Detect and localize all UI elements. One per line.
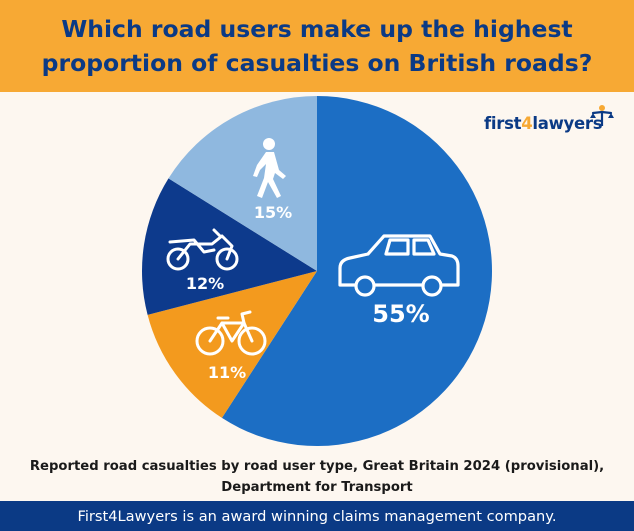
pie-slice-bicycle [147, 271, 317, 418]
logo-part-lawyers: lawyers [532, 114, 603, 133]
footer-text: First4Lawyers is an award winning claims… [77, 507, 557, 525]
pie-slice-pedestrian [168, 95, 317, 271]
pedestrian-icon [253, 138, 286, 198]
scales-of-justice-icon [590, 105, 614, 126]
data-label-bicycle: 11% [208, 363, 246, 382]
logo-part-four: 4 [521, 114, 533, 133]
data-label-pedestrian: 15% [254, 203, 292, 222]
first4lawyers-logo: first4lawyers [484, 104, 616, 140]
data-label-motorcycle: 12% [186, 274, 224, 293]
car-icon [338, 234, 460, 297]
pie-slice-motorcycle [142, 178, 317, 315]
data-labels: 55% 11% 12% 15% [186, 203, 430, 382]
data-label-car: 55% [372, 300, 429, 328]
pie-slice-car [221, 96, 493, 446]
logo-part-first: first [484, 114, 522, 133]
header-banner: Which road users make up the highest pro… [0, 0, 634, 92]
motorcycle-icon [166, 228, 239, 271]
logo-wordmark: first4lawyers [484, 114, 603, 133]
footer-banner: First4Lawyers is an award winning claims… [0, 501, 634, 531]
source-line-1: Reported road casualties by road user ty… [29, 459, 605, 474]
source-note: Reported road casualties by road user ty… [0, 456, 634, 498]
bicycle-icon [195, 310, 267, 356]
pie-chart: 55% 11% 12% 15% [142, 95, 493, 446]
chart-title: Which road users make up the highest pro… [41, 15, 593, 77]
pie-slices [142, 95, 493, 446]
source-line-2: Department for Transport [221, 480, 413, 495]
